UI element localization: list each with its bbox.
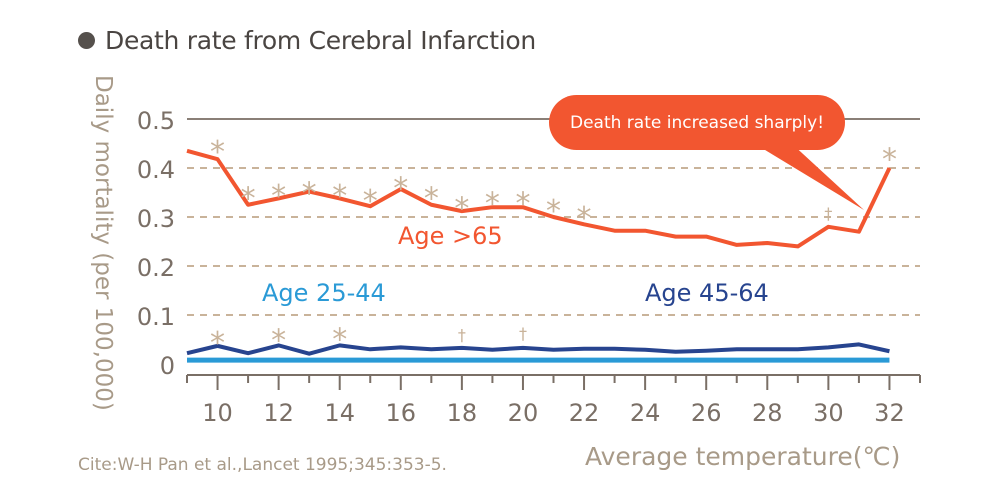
bullet-icon (78, 32, 95, 49)
asterisk-marker: * (271, 179, 286, 214)
axes (186, 374, 921, 390)
asterisk-marker: * (210, 326, 225, 361)
callout-tail (752, 142, 864, 210)
x-tick-label: 16 (386, 399, 417, 427)
asterisk-marker: * (332, 323, 347, 358)
x-tick-label: 24 (630, 399, 661, 427)
y-axis-label: Daily mortality (per 100,000) (90, 75, 116, 411)
y-tick-label: 0 (160, 352, 175, 380)
x-tick-label: 30 (813, 399, 844, 427)
asterisk-marker: * (546, 194, 561, 229)
asterisk-marker: * (485, 186, 500, 221)
dagger-marker: † (519, 324, 527, 343)
y-tick-label: 0.5 (137, 107, 175, 135)
asterisk-marker: * (454, 191, 469, 226)
asterisk-marker: * (515, 186, 530, 221)
x-tick-label: 26 (691, 399, 722, 427)
y-tick-label: 0.2 (137, 254, 175, 282)
chart-title-text: Death rate from Cerebral Infarction (105, 26, 536, 55)
series-line-1 (186, 342, 890, 356)
x-tick-label: 14 (324, 399, 355, 427)
x-tick-label: 10 (202, 399, 233, 427)
y-tick-label: 0.3 (137, 205, 175, 233)
chart-title: Death rate from Cerebral Infarction (78, 26, 536, 55)
asterisk-marker: * (577, 201, 592, 236)
series-label-age-45-64: Age 45-64 (645, 279, 769, 307)
asterisk-marker: * (393, 172, 408, 207)
x-tick-label: 22 (569, 399, 600, 427)
callout-bubble: Death rate increased sharply! (549, 95, 845, 150)
asterisk-marker: * (332, 179, 347, 214)
asterisk-marker: * (424, 182, 439, 217)
series-label-age-65: Age >65 (398, 222, 503, 250)
asterisk-marker: * (363, 184, 378, 219)
x-tick-label: 12 (263, 399, 294, 427)
x-tick-label: 32 (874, 399, 905, 427)
x-tick-label: 20 (508, 399, 539, 427)
asterisk-marker: * (241, 182, 256, 217)
asterisk-marker: * (271, 324, 286, 359)
y-tick-label: 0.1 (137, 303, 175, 331)
x-tick-label: 18 (447, 399, 478, 427)
citation: Cite:W-H Pan et al.,Lancet 1995;345:353-… (78, 455, 447, 475)
asterisk-marker: * (302, 177, 317, 212)
series-label-age-25-44: Age 25-44 (262, 279, 386, 307)
significance-markers: * * * * * * * * * * * * * * * * * † † † (210, 135, 897, 361)
y-tick-label: 0.4 (137, 156, 175, 184)
series-line-0 (186, 148, 892, 249)
tick-labels: 0 0.1 0.2 0.3 0.4 0.5 10 12 14 16 18 20 22 24 26 28 30 32 (137, 107, 905, 427)
x-tick-label: 28 (752, 399, 783, 427)
asterisk-marker: * (882, 142, 897, 177)
dagger-marker: † (824, 204, 832, 223)
x-axis-label: Average temperature(℃) (585, 442, 901, 471)
asterisk-marker: * (210, 135, 225, 170)
series-lines (186, 148, 892, 363)
callout-pointer (752, 142, 864, 210)
dagger-marker: † (458, 326, 466, 345)
